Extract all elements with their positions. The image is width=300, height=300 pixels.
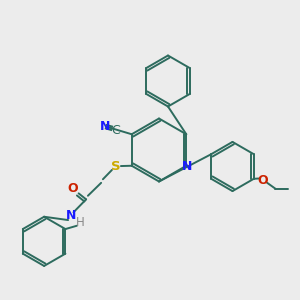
Text: N: N bbox=[100, 120, 110, 133]
Text: S: S bbox=[111, 160, 121, 173]
Text: N: N bbox=[182, 160, 192, 173]
Text: O: O bbox=[257, 174, 268, 187]
Text: C: C bbox=[111, 124, 120, 137]
Text: H: H bbox=[76, 216, 85, 229]
Text: O: O bbox=[67, 182, 78, 195]
Text: N: N bbox=[66, 209, 76, 222]
